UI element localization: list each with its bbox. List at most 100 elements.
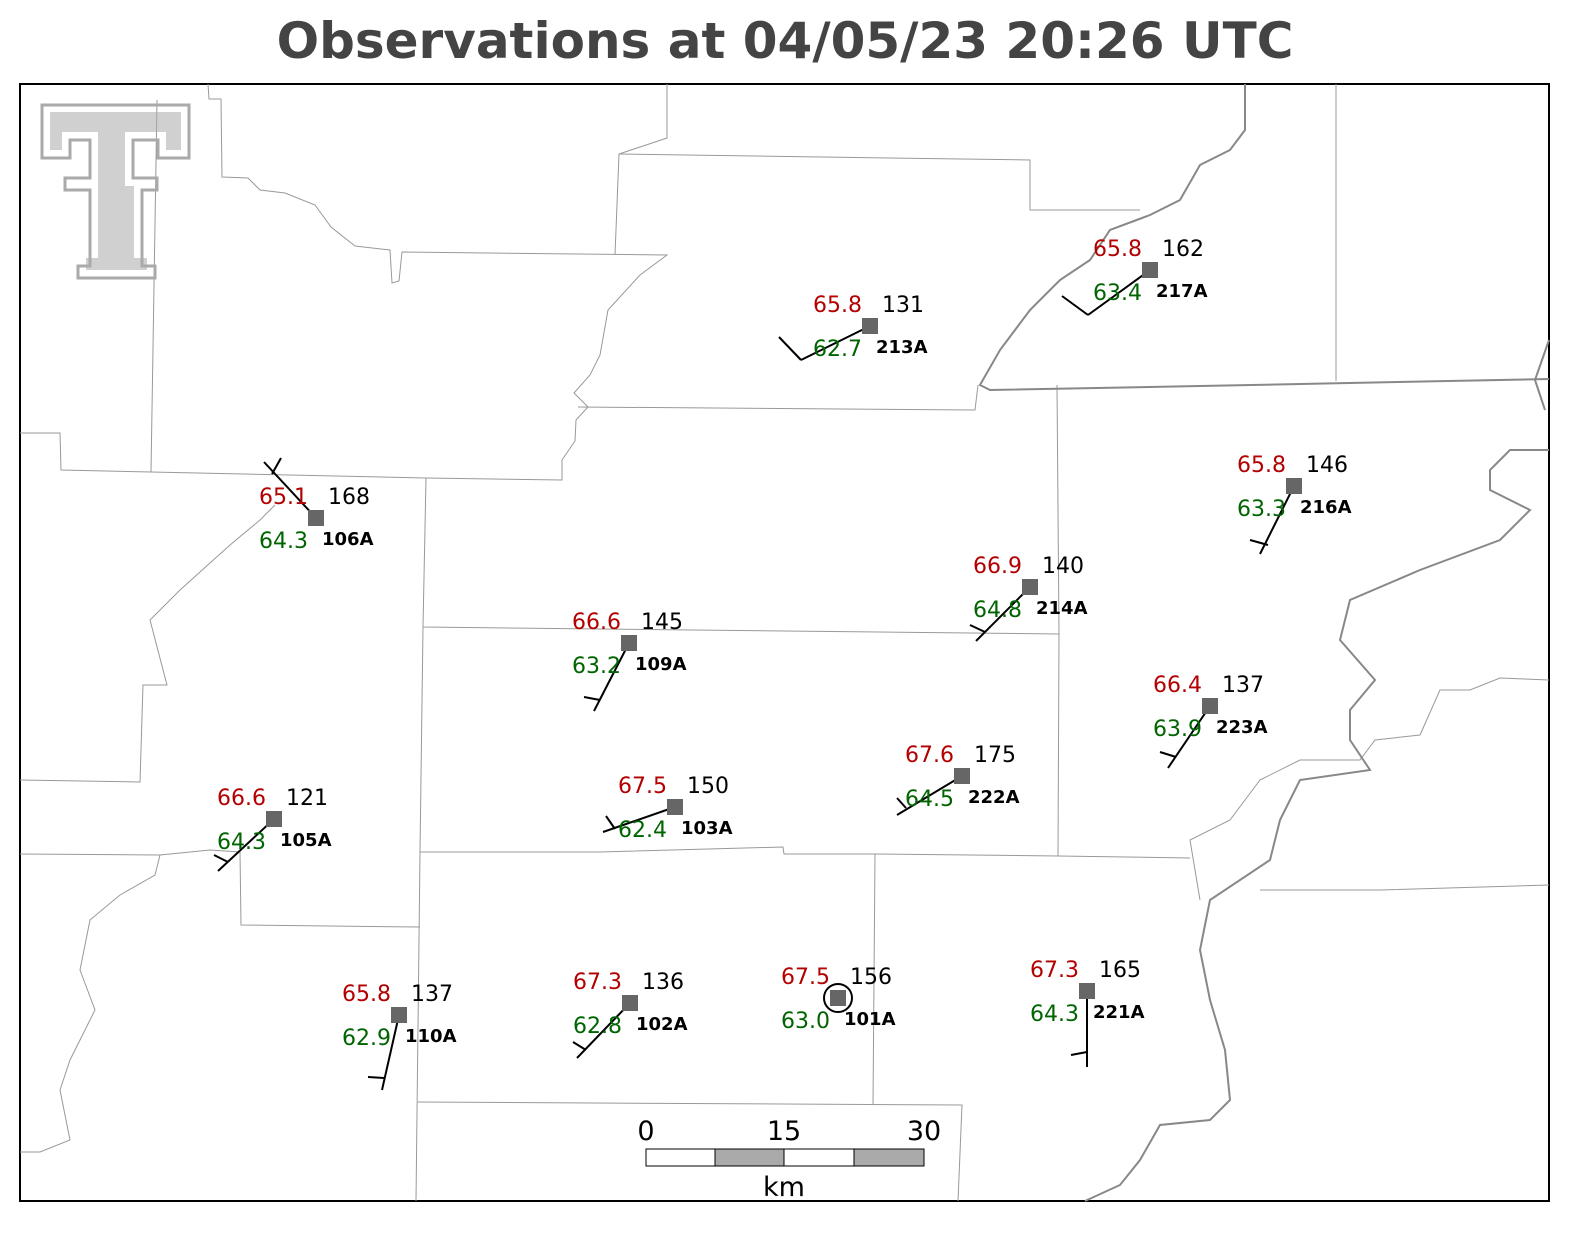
wind-barb (1087, 269, 1151, 316)
station-id: 105A (280, 830, 332, 851)
station-id: 102A (636, 1014, 688, 1035)
wind-barb (213, 854, 229, 863)
logo (40, 103, 191, 280)
wind-barb (969, 624, 986, 633)
boundaries (19, 83, 1550, 1202)
temperature: 65.8 (1093, 237, 1142, 262)
station-marker (1022, 579, 1038, 595)
station-id: 214A (1036, 598, 1088, 619)
station-marker (621, 635, 637, 651)
scale-label: 0 (637, 1116, 654, 1147)
station-marker (1079, 983, 1095, 999)
dewpoint: 63.4 (1093, 281, 1142, 306)
temperature: 67.5 (781, 965, 830, 990)
temperature: 65.8 (813, 293, 862, 318)
wind-barb (896, 775, 963, 816)
pressure: 131 (882, 293, 924, 318)
pressure: 175 (974, 743, 1016, 768)
pressure: 140 (1042, 554, 1084, 579)
station-marker (862, 318, 878, 334)
scale-unit: km (763, 1172, 805, 1203)
dewpoint: 64.5 (905, 787, 954, 812)
wind-barb (1259, 485, 1295, 555)
station-marker (308, 510, 324, 526)
station-id: 213A (876, 337, 928, 358)
pressure: 121 (286, 786, 328, 811)
wind-barb (381, 1014, 400, 1091)
station-marker (391, 1007, 407, 1023)
temperature: 66.6 (217, 786, 266, 811)
calm-circle (823, 983, 853, 1013)
station-marker (1286, 478, 1302, 494)
temperature: 67.6 (905, 743, 954, 768)
station-marker (954, 768, 970, 784)
wind-barb (778, 336, 802, 361)
station-id: 110A (405, 1026, 457, 1047)
wind-barb (367, 1076, 385, 1079)
temperature: 67.3 (573, 970, 622, 995)
temperature: 66.4 (1153, 673, 1202, 698)
pressure: 137 (1222, 673, 1264, 698)
wind-barb (1061, 295, 1089, 316)
scale-label: 15 (767, 1116, 801, 1147)
dewpoint: 62.9 (342, 1026, 391, 1051)
dewpoint: 63.0 (781, 1009, 830, 1034)
dewpoint: 63.3 (1237, 497, 1286, 522)
station-id: 106A (322, 529, 374, 550)
scale-label: 30 (907, 1116, 941, 1147)
dewpoint: 64.3 (259, 529, 308, 554)
dewpoint: 63.9 (1153, 717, 1202, 742)
title: Observations at 04/05/23 20:26 UTC (277, 12, 1294, 70)
wind-barb (1070, 1051, 1088, 1056)
pressure: 137 (411, 982, 453, 1007)
temperature: 65.8 (1237, 453, 1286, 478)
pressure: 165 (1099, 958, 1141, 983)
pressure: 168 (328, 485, 370, 510)
pressure: 156 (850, 965, 892, 990)
pressure: 146 (1306, 453, 1348, 478)
temperature: 66.9 (973, 554, 1022, 579)
temperature: 66.6 (572, 610, 621, 635)
pressure: 162 (1162, 237, 1204, 262)
wind-barb (800, 325, 871, 361)
station-marker (266, 811, 282, 827)
dewpoint: 64.3 (1030, 1002, 1079, 1027)
wind-barb (1159, 751, 1177, 758)
pressure: 145 (641, 610, 683, 635)
station-id: 101A (844, 1009, 896, 1030)
dewpoint: 62.7 (813, 337, 862, 362)
station-marker (1202, 698, 1218, 714)
station-marker (622, 995, 638, 1011)
pressure: 136 (642, 970, 684, 995)
temperature: 67.5 (618, 774, 667, 799)
wind-barb (583, 696, 601, 701)
station-id: 103A (681, 818, 733, 839)
scale-bar: 0 15 30 km (637, 1116, 941, 1203)
station-plots: 65.8 131 62.7 213A 65.8 162 63.4 217A 65.1 168 64.… (213, 237, 1352, 1091)
station-marker (1142, 262, 1158, 278)
station-id: 217A (1156, 281, 1208, 302)
wind-barb (605, 815, 616, 830)
wind-barb (271, 457, 282, 475)
station-id: 216A (1300, 497, 1352, 518)
wind-barb (896, 797, 907, 809)
station-id: 221A (1093, 1002, 1145, 1023)
dewpoint: 62.8 (573, 1014, 622, 1039)
dewpoint: 64.3 (217, 830, 266, 855)
pressure: 150 (687, 774, 729, 799)
dewpoint: 64.8 (973, 598, 1022, 623)
temperature: 65.8 (342, 982, 391, 1007)
map-frame (19, 83, 1550, 1202)
temperature: 65.1 (259, 485, 308, 510)
station-id: 223A (1216, 717, 1268, 738)
dewpoint: 62.4 (618, 818, 667, 843)
wind-barb (1249, 539, 1269, 546)
wind-barb (572, 1041, 587, 1051)
station-marker (830, 990, 846, 1006)
dewpoint: 63.2 (572, 654, 621, 679)
temperature: 67.3 (1030, 958, 1079, 983)
station-id: 109A (635, 654, 687, 675)
station-id: 222A (968, 787, 1020, 808)
station-marker (667, 799, 683, 815)
